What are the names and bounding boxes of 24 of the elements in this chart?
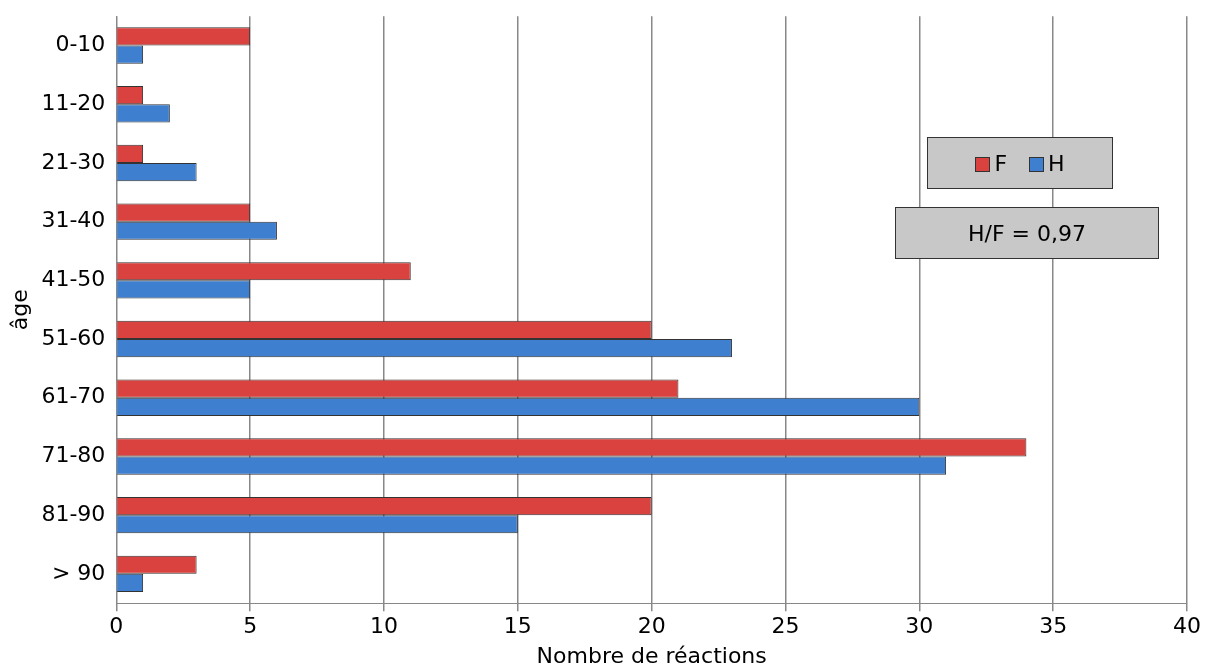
y-tick-label: 61-70 — [41, 383, 106, 409]
legend-label: H — [1047, 150, 1065, 176]
legend-label: F — [993, 150, 1008, 176]
y-tick-label: 71-80 — [41, 442, 106, 468]
x-tick-label: 25 — [771, 613, 800, 639]
x-tick-label: 15 — [503, 613, 532, 639]
x-tick-label: 35 — [1039, 613, 1068, 639]
y-tick-label: 11-20 — [41, 89, 106, 115]
x-axis-title: Nombre de réactions — [536, 642, 767, 668]
x-tick-label: 5 — [243, 613, 258, 639]
y-axis-title: âge — [6, 289, 32, 331]
x-tick-label: 10 — [370, 613, 398, 639]
y-tick-label: 41-50 — [41, 266, 106, 292]
x-tick-label: 40 — [1173, 613, 1201, 639]
y-tick-label: 51-60 — [41, 324, 106, 350]
x-tick-label: 20 — [637, 613, 666, 639]
y-tick-label: 0-10 — [55, 31, 106, 57]
y-tick-label: > 90 — [51, 559, 106, 585]
y-tick-label: 21-30 — [41, 148, 106, 174]
note-box: H/F = 0,97 — [895, 207, 1159, 259]
y-tick-label: 31-40 — [41, 207, 106, 233]
x-tick-label: 0 — [109, 613, 124, 639]
x-tick-label: 30 — [905, 613, 934, 639]
y-tick-label: 81-90 — [41, 500, 106, 526]
